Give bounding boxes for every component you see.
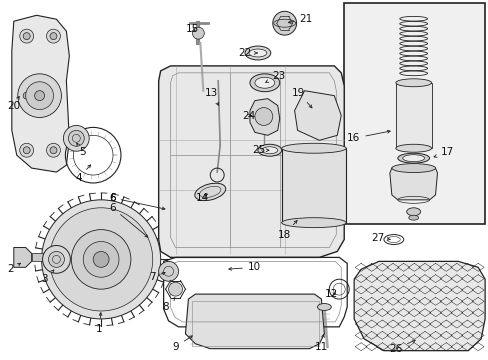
Text: 27: 27 xyxy=(370,233,389,243)
Ellipse shape xyxy=(317,303,331,310)
Bar xyxy=(344,3,484,224)
Circle shape xyxy=(192,27,204,39)
Ellipse shape xyxy=(281,143,346,153)
Ellipse shape xyxy=(281,218,346,228)
Bar xyxy=(32,253,49,261)
Circle shape xyxy=(71,230,131,289)
Text: 4: 4 xyxy=(75,165,90,183)
Circle shape xyxy=(42,246,70,273)
Circle shape xyxy=(158,261,178,281)
Bar xyxy=(395,83,431,148)
Bar xyxy=(281,148,346,223)
Ellipse shape xyxy=(395,144,431,152)
Ellipse shape xyxy=(273,19,295,27)
Circle shape xyxy=(18,74,61,117)
Text: 21: 21 xyxy=(288,14,312,24)
Text: 14: 14 xyxy=(195,193,208,203)
Ellipse shape xyxy=(249,74,279,92)
Polygon shape xyxy=(353,261,484,351)
Ellipse shape xyxy=(254,77,274,88)
Text: 26: 26 xyxy=(388,340,414,354)
Circle shape xyxy=(254,108,272,125)
Circle shape xyxy=(23,33,30,40)
Ellipse shape xyxy=(391,164,435,172)
Polygon shape xyxy=(389,168,437,200)
Circle shape xyxy=(272,11,296,35)
Text: 10: 10 xyxy=(228,262,261,272)
Text: 25: 25 xyxy=(251,145,268,155)
Circle shape xyxy=(50,147,57,154)
Ellipse shape xyxy=(406,208,420,216)
Circle shape xyxy=(20,143,34,157)
Text: 7: 7 xyxy=(148,272,165,282)
Circle shape xyxy=(35,91,44,100)
Text: 6: 6 xyxy=(109,203,147,237)
Text: 20: 20 xyxy=(7,96,20,111)
Text: 8: 8 xyxy=(163,298,175,312)
Polygon shape xyxy=(185,294,324,349)
Text: 9: 9 xyxy=(172,336,192,352)
Ellipse shape xyxy=(248,49,266,57)
Circle shape xyxy=(68,130,84,146)
Ellipse shape xyxy=(408,215,418,220)
Ellipse shape xyxy=(402,155,424,162)
Text: 2: 2 xyxy=(7,263,20,274)
Text: 6: 6 xyxy=(109,193,164,210)
Circle shape xyxy=(50,33,57,40)
Circle shape xyxy=(63,125,89,151)
Text: 12: 12 xyxy=(324,289,337,299)
Circle shape xyxy=(23,147,30,154)
Circle shape xyxy=(20,89,34,103)
Ellipse shape xyxy=(194,183,225,201)
Text: 11: 11 xyxy=(314,334,327,352)
Text: 3: 3 xyxy=(41,270,54,284)
Polygon shape xyxy=(14,247,32,267)
Circle shape xyxy=(48,251,64,267)
Ellipse shape xyxy=(262,147,277,154)
Ellipse shape xyxy=(257,144,281,156)
Polygon shape xyxy=(12,15,69,172)
Text: 22: 22 xyxy=(238,48,257,58)
Circle shape xyxy=(49,208,152,311)
Polygon shape xyxy=(158,66,344,257)
Circle shape xyxy=(83,242,119,277)
Circle shape xyxy=(46,143,61,157)
Circle shape xyxy=(93,251,109,267)
Ellipse shape xyxy=(244,46,270,60)
Text: 15: 15 xyxy=(185,24,198,34)
Circle shape xyxy=(41,200,161,319)
Text: 24: 24 xyxy=(242,111,255,121)
Bar xyxy=(192,301,319,346)
Text: 13: 13 xyxy=(205,88,218,105)
Text: 6: 6 xyxy=(109,193,116,203)
Ellipse shape xyxy=(395,79,431,87)
Circle shape xyxy=(26,82,53,109)
Circle shape xyxy=(46,29,61,43)
Polygon shape xyxy=(249,99,279,135)
Polygon shape xyxy=(294,91,341,140)
Text: 19: 19 xyxy=(291,88,311,108)
Text: 16: 16 xyxy=(346,130,389,143)
Circle shape xyxy=(23,92,30,99)
Text: 5: 5 xyxy=(77,143,86,157)
Text: 17: 17 xyxy=(433,147,453,157)
Text: 1: 1 xyxy=(96,313,102,334)
Text: 23: 23 xyxy=(265,71,285,82)
Ellipse shape xyxy=(397,153,428,163)
Circle shape xyxy=(168,282,182,296)
Circle shape xyxy=(20,29,34,43)
Text: 18: 18 xyxy=(277,220,297,239)
